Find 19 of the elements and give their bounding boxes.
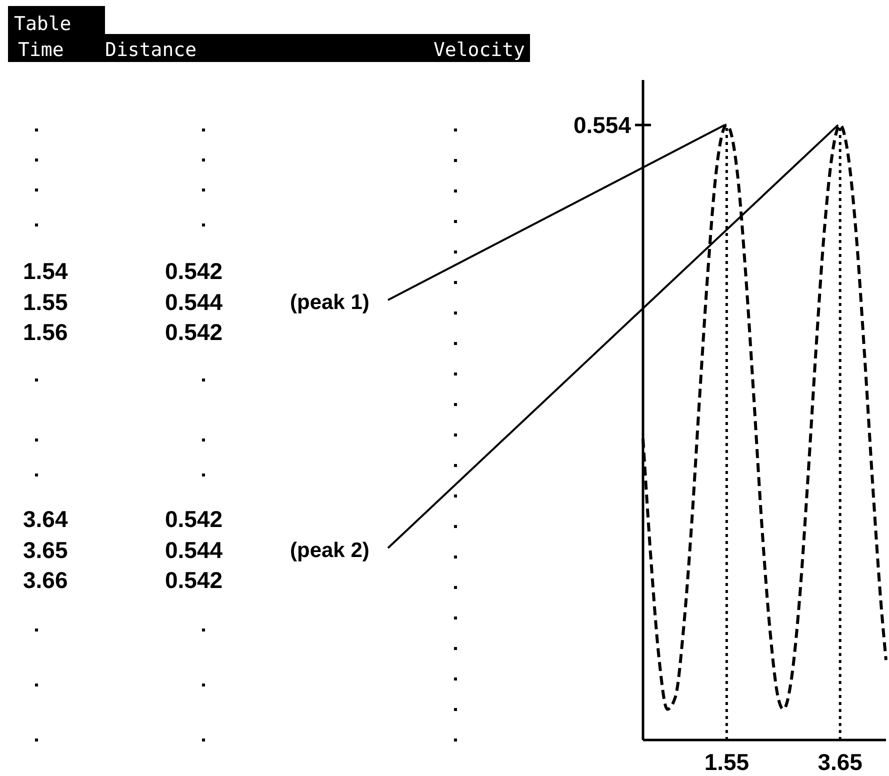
text: 0.542 (165, 319, 223, 345)
annotation: (peak 1) (290, 291, 370, 314)
text: Table (14, 13, 72, 35)
text: 3.64 (23, 506, 68, 532)
text: 0.542 (165, 506, 223, 532)
text: 3.65 (23, 537, 68, 563)
text: 1.55 (23, 289, 68, 315)
text: Time (18, 39, 64, 61)
text: 1.54 (23, 258, 68, 284)
text: 0.544 (165, 289, 223, 315)
annotation: (peak 2) (290, 539, 370, 562)
text: 1.56 (23, 319, 68, 345)
text: Velocity (433, 39, 525, 61)
text: 0.544 (165, 537, 223, 563)
text: 0.554 (573, 112, 632, 138)
text: 3.66 (23, 567, 68, 593)
text: 0.542 (165, 258, 223, 284)
text: 0.542 (165, 567, 223, 593)
text: Distance (105, 39, 197, 61)
